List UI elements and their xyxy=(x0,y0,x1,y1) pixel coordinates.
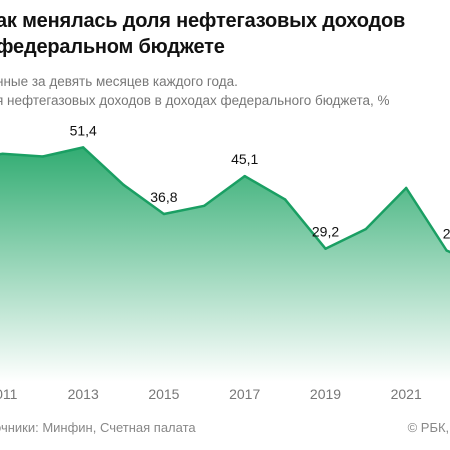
data-label-2022: 2 xyxy=(443,226,450,242)
data-point-2022 xyxy=(445,249,448,252)
data-label-2015: 36,8 xyxy=(150,189,177,205)
data-point-2014 xyxy=(122,183,125,186)
data-point-2020 xyxy=(364,227,367,231)
data-label-2013: 51,4 xyxy=(70,122,97,138)
x-tick-label: 2013 xyxy=(68,386,99,402)
data-point-2015 xyxy=(162,212,166,216)
x-tick-label: 2021 xyxy=(391,386,422,402)
data-point-2019 xyxy=(324,247,327,250)
copyright-credit: © РБК, 2 xyxy=(407,420,450,435)
data-label-2019: 29,2 xyxy=(312,224,339,240)
data-point-2021 xyxy=(405,186,408,190)
chart-subtitle-line-1: нные за девять месяцев каждого года. xyxy=(0,74,238,89)
chart-title: ак менялась доля нефтегазовых доходов фе… xyxy=(0,8,450,60)
data-point-2013 xyxy=(82,146,85,149)
data-point-2018 xyxy=(283,198,287,201)
x-tick-label: 2017 xyxy=(229,386,260,402)
area-fill xyxy=(0,147,450,382)
chart-subtitle-line-2: я нефтегазовых доходов в доходах федерал… xyxy=(0,93,390,108)
data-point-2011 xyxy=(1,152,4,155)
chart-subtitle: нные за девять месяцев каждого года. я н… xyxy=(0,72,450,110)
data-label-2017: 45,1 xyxy=(231,151,258,167)
series-line xyxy=(0,146,450,254)
data-point-2016 xyxy=(203,204,206,207)
x-tick-label: 2011 xyxy=(0,386,18,402)
source-note: очники: Минфин, Счетная палата xyxy=(0,420,196,435)
x-tick-label: 2019 xyxy=(310,386,341,402)
chart-title-line-1: ак менялась доля нефтегазовых доходов xyxy=(0,10,406,32)
chart-title-line-2: федеральном бюджете xyxy=(0,36,225,58)
x-tick-label: 2015 xyxy=(148,386,179,402)
data-point-2012 xyxy=(41,155,44,158)
data-point-2017 xyxy=(243,174,246,178)
